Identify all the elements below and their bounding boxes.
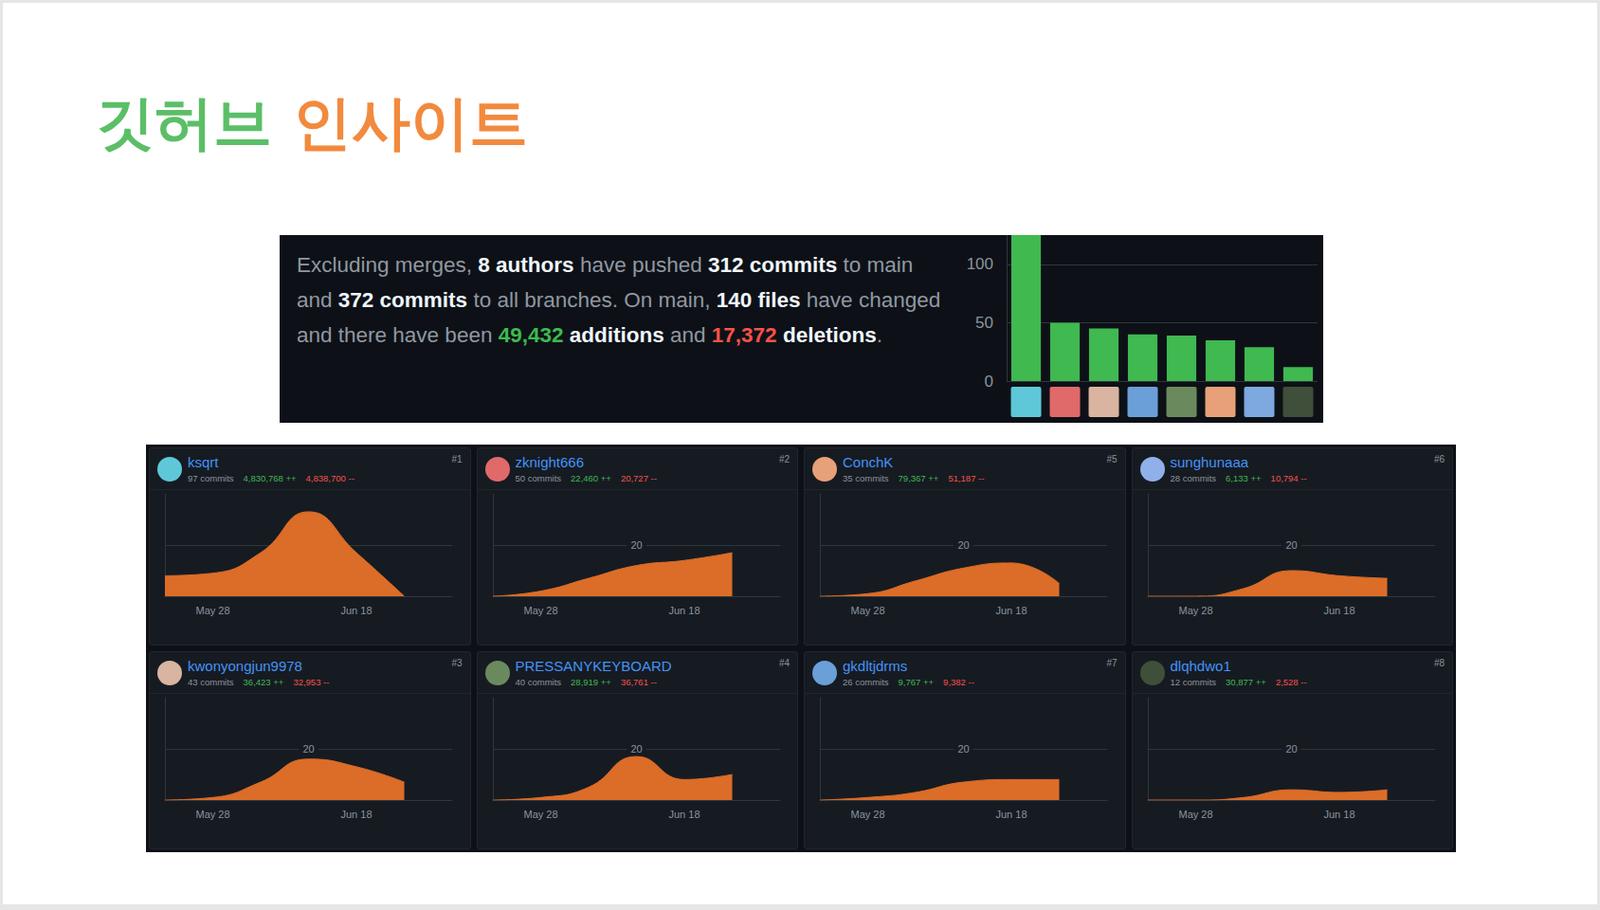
svg-text:0: 0 [984, 372, 994, 391]
svg-text:May 28: May 28 [523, 808, 558, 820]
html-text:32,953 --: 32,953 -- [293, 676, 330, 688]
html-text:36,761 --: 36,761 -- [620, 676, 657, 688]
svg-text:May 28: May 28 [850, 808, 885, 820]
svg-text:Jun 18: Jun 18 [1323, 604, 1355, 617]
html-text:43 commits: 43 commits [187, 676, 234, 688]
html-text:#4: #4 [779, 657, 790, 669]
html-text:36,423 ++: 36,423 ++ [243, 676, 284, 688]
svg-text:Jun 18: Jun 18 [1323, 808, 1355, 820]
html-text:#2: #2 [779, 454, 790, 465]
html-text:9,382 --: 9,382 -- [943, 676, 975, 688]
html-text:79,367 ++: 79,367 ++ [898, 472, 939, 484]
html-text:22,460 ++: 22,460 ++ [570, 472, 612, 484]
html-text:Excluding merges, 8 authors ha: Excluding merges, 8 authors have pushed … [296, 253, 941, 347]
svg-text:Jun 18: Jun 18 [668, 808, 700, 820]
html-text:35 commits: 35 commits [842, 472, 889, 484]
svg-text:Jun 18: Jun 18 [340, 604, 372, 617]
html-text:#1: #1 [451, 454, 463, 465]
html-text:51,187 --: 51,187 -- [948, 472, 985, 484]
svg-text:May 28: May 28 [523, 604, 558, 617]
html-text:20,727 --: 20,727 -- [620, 472, 657, 484]
html-text:10,794 --: 10,794 -- [1270, 472, 1307, 484]
html-text:40 commits: 40 commits [515, 676, 562, 688]
html-text:50 commits: 50 commits [515, 472, 562, 484]
html-text:4,830,768 ++: 4,830,768 ++ [243, 472, 297, 484]
html-text:zknight666: zknight666 [515, 454, 584, 471]
svg-text:20: 20 [630, 743, 642, 755]
html-text:2,528 --: 2,528 -- [1275, 676, 1307, 688]
svg-text:May 28: May 28 [195, 808, 230, 820]
html-text:#7: #7 [1106, 657, 1118, 669]
svg-text:May 28: May 28 [195, 604, 230, 617]
html-text:깃허브인사이트: 깃허브인사이트 [95, 88, 528, 158]
svg-text:May 28: May 28 [1178, 604, 1213, 617]
html-text:12 commits: 12 commits [1170, 676, 1217, 688]
svg-text:100: 100 [966, 254, 994, 273]
svg-text:Jun 18: Jun 18 [340, 808, 372, 820]
html-text:30,877 ++: 30,877 ++ [1225, 676, 1267, 688]
svg-text:20: 20 [630, 539, 642, 551]
html-text:PRESSANYKEYBOARD: PRESSANYKEYBOARD [515, 657, 672, 674]
svg-text:20: 20 [957, 539, 969, 551]
html-text:dlqhdwo1: dlqhdwo1 [1170, 657, 1231, 674]
svg-text:Jun 18: Jun 18 [995, 808, 1027, 820]
svg-text:20: 20 [1285, 743, 1297, 755]
html-text:28,919 ++: 28,919 ++ [570, 676, 612, 688]
html-text:6,133 ++: 6,133 ++ [1225, 472, 1262, 484]
html-text:#5: #5 [1106, 454, 1118, 465]
html-text:28 commits: 28 commits [1170, 472, 1217, 484]
svg-text:May 28: May 28 [1178, 808, 1213, 820]
svg-text:20: 20 [302, 743, 314, 755]
html-text:97 commits: 97 commits [187, 472, 234, 484]
html-text:26 commits: 26 commits [842, 676, 889, 688]
svg-text:Jun 18: Jun 18 [995, 604, 1027, 617]
html-text:#6: #6 [1434, 454, 1445, 465]
svg-text:50: 50 [975, 313, 994, 332]
svg-text:Jun 18: Jun 18 [668, 604, 700, 617]
html-text:#8: #8 [1434, 657, 1445, 669]
html-text:9,767 ++: 9,767 ++ [898, 676, 934, 688]
html-text:ksqrt: ksqrt [187, 454, 219, 471]
html-text:kwonyongjun9978: kwonyongjun9978 [187, 657, 303, 674]
svg-text:20: 20 [1285, 539, 1297, 551]
html-text:gkdltjdrms: gkdltjdrms [842, 657, 908, 674]
html-text:sunghunaaa: sunghunaaa [1170, 454, 1249, 471]
html-text:#3: #3 [451, 657, 463, 669]
html-text:ConchK: ConchK [842, 454, 894, 471]
svg-text:May 28: May 28 [850, 604, 885, 617]
svg-text:20: 20 [957, 743, 969, 755]
html-text:4,838,700 --: 4,838,700 -- [305, 472, 355, 484]
